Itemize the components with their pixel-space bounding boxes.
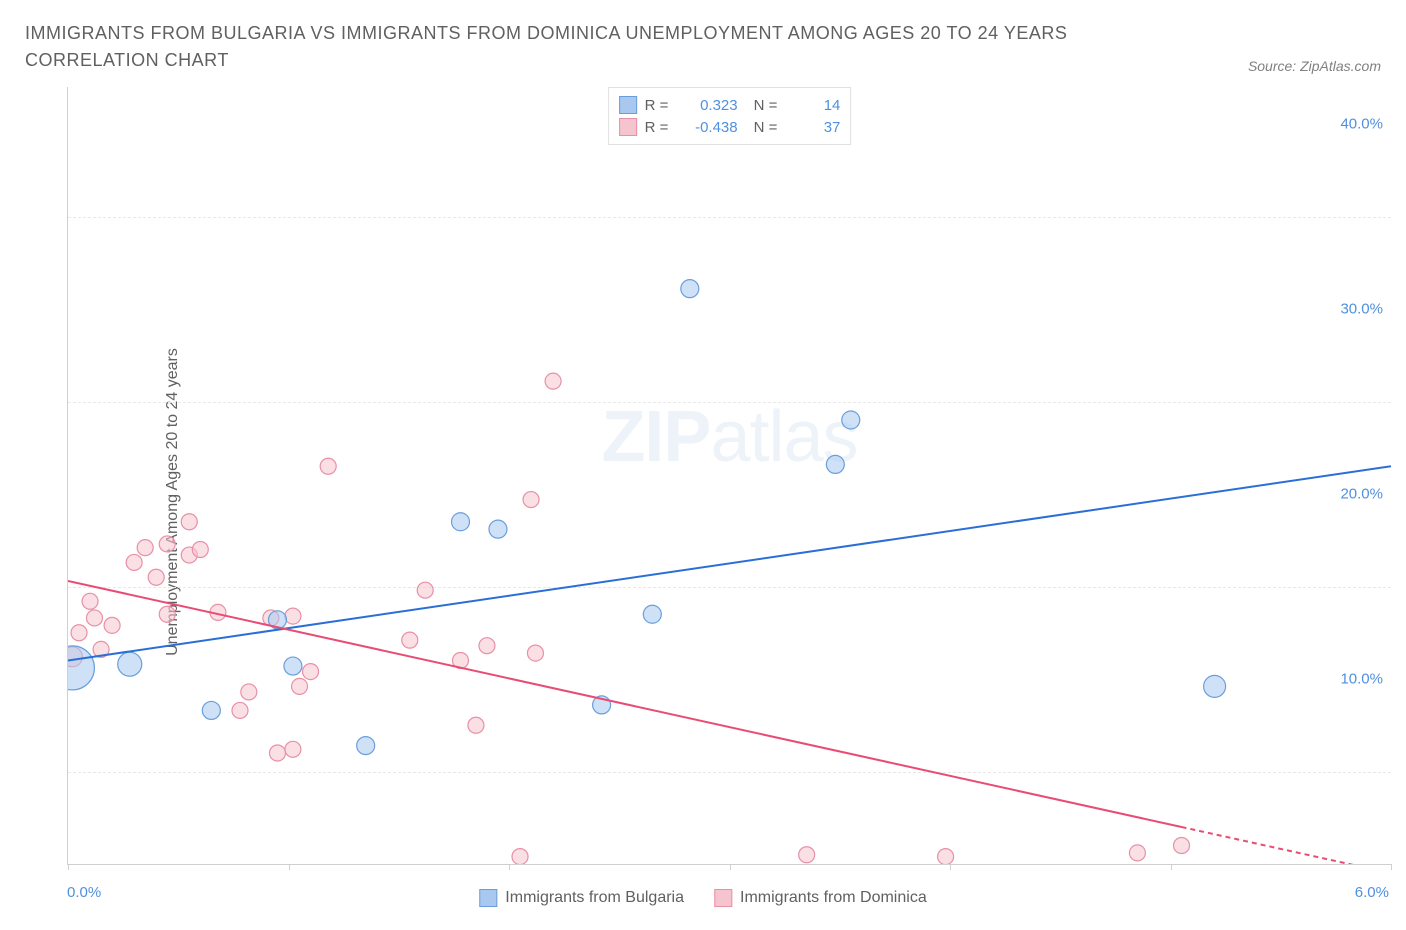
dominica-r-value: -0.438 — [683, 119, 738, 136]
dominica-legend-swatch — [714, 889, 732, 907]
legend-stats: R = 0.323 N = 14 R = -0.438 N = 37 — [608, 87, 852, 145]
x-tick-label: 0.0% — [67, 884, 101, 901]
legend-series: Immigrants from Bulgaria Immigrants from… — [479, 889, 926, 907]
dominica-swatch — [619, 118, 637, 136]
bulgaria-r-value: 0.323 — [683, 97, 738, 114]
n-label: N = — [754, 97, 778, 114]
source-attribution: Source: ZipAtlas.com — [1248, 58, 1381, 74]
bulgaria-legend-swatch — [479, 889, 497, 907]
dominica-n-value: 37 — [785, 119, 840, 136]
plot-area: ZIPatlas R = 0.323 N = 14 R = -0.438 N =… — [67, 87, 1391, 865]
dominica-legend-label: Immigrants from Dominica — [740, 889, 927, 907]
n-label-2: N = — [754, 119, 778, 136]
scatter-plot-svg — [68, 87, 1391, 864]
r-label: R = — [645, 97, 675, 114]
chart-container: Unemployment Among Ages 20 to 24 years Z… — [15, 87, 1391, 917]
header: IMMIGRANTS FROM BULGARIA VS IMMIGRANTS F… — [0, 0, 1406, 82]
chart-title: IMMIGRANTS FROM BULGARIA VS IMMIGRANTS F… — [25, 20, 1125, 74]
x-tick-label: 6.0% — [1355, 884, 1389, 901]
bulgaria-swatch — [619, 96, 637, 114]
bulgaria-legend-label: Immigrants from Bulgaria — [505, 889, 684, 907]
bulgaria-n-value: 14 — [785, 97, 840, 114]
r-label-2: R = — [645, 119, 675, 136]
